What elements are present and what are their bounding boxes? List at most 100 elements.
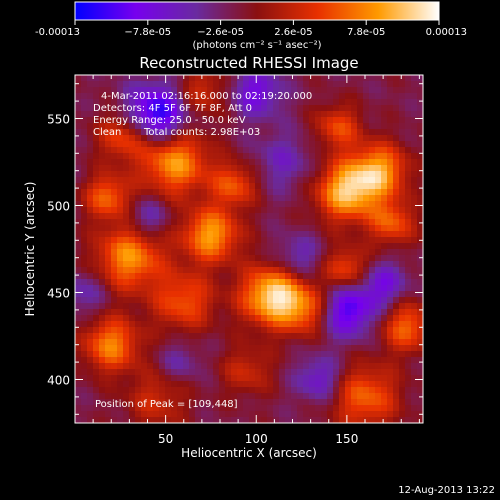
heatmap-cell [279, 123, 286, 130]
heatmap-cell [267, 165, 274, 172]
heatmap-cell [105, 195, 112, 202]
heatmap-cell [411, 87, 418, 94]
heatmap-cell [285, 171, 292, 178]
heatmap-cell [249, 285, 256, 292]
heatmap-cell [291, 261, 298, 268]
heatmap-cell [345, 369, 352, 376]
heatmap-cell [87, 321, 94, 328]
heatmap-cell [219, 165, 226, 172]
heatmap-cell [273, 183, 280, 190]
heatmap-cell [339, 195, 346, 202]
heatmap-cell [315, 111, 322, 118]
heatmap-cell [405, 243, 412, 250]
heatmap-cell [207, 213, 214, 220]
heatmap-cell [111, 303, 118, 310]
heatmap-cell [75, 99, 82, 106]
heatmap-cell [357, 405, 364, 412]
heatmap-cell [381, 129, 388, 136]
heatmap-cell [321, 159, 328, 166]
heatmap-cell [207, 81, 214, 88]
heatmap-cell [201, 363, 208, 370]
heatmap-cell [141, 255, 148, 262]
heatmap-cell [105, 351, 112, 358]
heatmap-cell [219, 219, 226, 226]
heatmap-cell [417, 111, 423, 118]
heatmap-cell [327, 135, 334, 142]
heatmap-cell [411, 183, 418, 190]
heatmap-cell [171, 201, 178, 208]
heatmap-cell [315, 129, 322, 136]
heatmap-cell [111, 387, 118, 394]
heatmap-cell [357, 99, 364, 106]
heatmap-cell [255, 159, 262, 166]
heatmap-cell [243, 219, 250, 226]
heatmap-cell [267, 375, 274, 382]
heatmap-cell [195, 369, 202, 376]
colorbar-tick-label: −2.6e-05 [197, 27, 244, 38]
heatmap-cell [123, 267, 130, 274]
heatmap-cell [153, 417, 160, 423]
heatmap-cell [159, 267, 166, 274]
heatmap-cell [417, 219, 423, 226]
heatmap-cell [279, 231, 286, 238]
heatmap-cell [147, 357, 154, 364]
heatmap-cell [339, 213, 346, 220]
heatmap-cell [339, 231, 346, 238]
heatmap-cell [159, 225, 166, 232]
heatmap-cell [351, 105, 358, 112]
heatmap-cell [405, 153, 412, 160]
heatmap-cell [81, 75, 88, 82]
heatmap-cell [375, 417, 382, 423]
heatmap-cell [75, 255, 82, 262]
heatmap-cell [369, 357, 376, 364]
heatmap-cell [261, 255, 268, 262]
heatmap-cell [177, 123, 184, 130]
heatmap-cell [369, 123, 376, 130]
heatmap-cell [315, 321, 322, 328]
heatmap-cell [153, 399, 160, 406]
heatmap-cell [99, 195, 106, 202]
heatmap-cell [363, 165, 370, 172]
heatmap-cell [129, 417, 136, 423]
heatmap-cell [399, 195, 406, 202]
heatmap-cell [141, 189, 148, 196]
heatmap-cell [105, 267, 112, 274]
heatmap-cell [405, 201, 412, 208]
heatmap-cell [255, 225, 262, 232]
axis-ticks [75, 75, 423, 423]
heatmap-cell [381, 111, 388, 118]
heatmap-cell [171, 165, 178, 172]
heatmap-cell [249, 291, 256, 298]
heatmap-cell [237, 321, 244, 328]
heatmap-cell [201, 189, 208, 196]
heatmap-cell [147, 411, 154, 418]
heatmap-cell [93, 147, 100, 154]
heatmap-cell [297, 195, 304, 202]
heatmap-cell [201, 177, 208, 184]
heatmap-cell [381, 261, 388, 268]
heatmap-cell [207, 171, 214, 178]
heatmap-cell [285, 237, 292, 244]
heatmap-cell [411, 399, 418, 406]
heatmap-cell [93, 393, 100, 400]
heatmap-cell [399, 261, 406, 268]
heatmap-cell [285, 417, 292, 423]
heatmap-cell [129, 105, 136, 112]
heatmap-cell [159, 279, 166, 286]
heatmap-cell [249, 195, 256, 202]
heatmap-cell [147, 261, 154, 268]
heatmap-cell [171, 87, 178, 94]
heatmap-cell [165, 201, 172, 208]
heatmap-cell [417, 231, 423, 238]
heatmap-cell [321, 351, 328, 358]
heatmap-cell [249, 87, 256, 94]
heatmap-cell [159, 183, 166, 190]
heatmap-cell [81, 177, 88, 184]
heatmap-cell [345, 393, 352, 400]
heatmap-cell [399, 165, 406, 172]
heatmap-cell [243, 327, 250, 334]
heatmap-cell [105, 75, 112, 82]
heatmap-cell [405, 345, 412, 352]
heatmap-cell [303, 267, 310, 274]
heatmap-cell [219, 105, 226, 112]
